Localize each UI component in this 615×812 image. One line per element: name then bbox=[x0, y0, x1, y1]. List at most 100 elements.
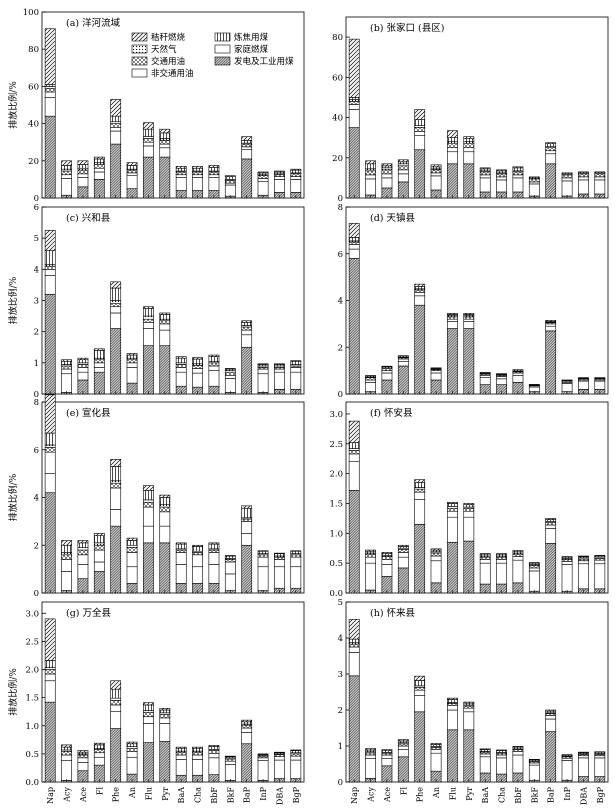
bar-segment bbox=[159, 542, 171, 594]
bar-segment bbox=[365, 178, 376, 196]
bar-Ace bbox=[77, 357, 89, 395]
bar-segment bbox=[143, 542, 154, 594]
bar-segment bbox=[241, 149, 253, 160]
bar-segment bbox=[77, 757, 89, 763]
bar-InP bbox=[257, 363, 269, 395]
bar-segment bbox=[93, 533, 105, 537]
bar-segment bbox=[496, 562, 507, 585]
bar-segment bbox=[208, 750, 220, 754]
bar-segment bbox=[61, 746, 72, 751]
legend-item-home: 家庭燃煤 bbox=[214, 44, 269, 55]
x-tick-label: BaA bbox=[481, 787, 490, 804]
bar-segment bbox=[365, 752, 376, 756]
bar-segment bbox=[224, 760, 236, 765]
bar-BaA bbox=[479, 553, 491, 594]
bar-segment bbox=[561, 177, 573, 182]
bar-segment bbox=[290, 367, 302, 373]
bar-segment bbox=[93, 542, 105, 546]
bar-An bbox=[126, 741, 138, 783]
bar-segment bbox=[290, 169, 302, 174]
bar-segment bbox=[561, 172, 573, 175]
legend-label: 秸秆燃烧 bbox=[151, 32, 186, 43]
bar-segment bbox=[365, 754, 376, 759]
bar-BkF bbox=[528, 759, 540, 783]
bar-segment bbox=[594, 559, 606, 565]
bar-An bbox=[126, 353, 138, 395]
bar-BaP bbox=[241, 505, 253, 594]
bar-segment bbox=[365, 379, 376, 383]
bar-segment bbox=[143, 122, 154, 130]
bar-segment bbox=[241, 727, 253, 733]
bar-DBA bbox=[274, 751, 285, 783]
bar-segment bbox=[143, 138, 154, 143]
bar-DBA bbox=[578, 751, 589, 783]
bar-segment bbox=[545, 522, 557, 526]
y-tick-label: 2 bbox=[34, 541, 39, 551]
legend-label: 非交通用油 bbox=[151, 68, 194, 79]
bar-segment bbox=[430, 552, 442, 557]
bar-BaA bbox=[175, 166, 187, 199]
bar-segment bbox=[61, 174, 72, 179]
bar-segment bbox=[192, 544, 203, 547]
bar-segment bbox=[224, 755, 236, 757]
bar-segment bbox=[257, 554, 269, 558]
x-tick-label: BaA bbox=[177, 787, 186, 804]
bar-segment bbox=[348, 97, 360, 100]
y-tick-label: 1 bbox=[338, 742, 343, 752]
bar-segment bbox=[512, 167, 524, 172]
bar-segment bbox=[512, 177, 524, 193]
bar-segment bbox=[224, 764, 236, 781]
y-tick-label: 2 bbox=[338, 343, 343, 353]
bar-segment bbox=[44, 432, 56, 446]
y-tick-label: 80 bbox=[28, 45, 39, 55]
bar-segment bbox=[93, 561, 105, 572]
bar-BaA bbox=[175, 746, 187, 783]
bar-segment bbox=[77, 367, 89, 373]
bar-BgP bbox=[290, 749, 302, 783]
bar-segment bbox=[274, 170, 285, 173]
x-tick-label: An bbox=[432, 787, 441, 799]
bar-segment bbox=[77, 754, 89, 759]
bar-segment bbox=[208, 167, 220, 172]
bar-segment bbox=[126, 165, 138, 170]
bar-segment bbox=[430, 175, 442, 191]
panel-title: (b) 张家口 (县区) bbox=[370, 22, 444, 34]
bar-segment bbox=[224, 378, 236, 393]
bar-BbF bbox=[208, 542, 220, 594]
bar-InP bbox=[561, 556, 573, 594]
bar-segment bbox=[224, 374, 236, 379]
x-tick-label: BkF bbox=[226, 787, 235, 804]
bar-segment bbox=[447, 507, 458, 512]
bar-segment bbox=[496, 559, 507, 564]
bar-segment bbox=[512, 553, 524, 557]
x-tick-label: Nap bbox=[350, 787, 359, 804]
bar-segment bbox=[274, 363, 285, 365]
bar-segment bbox=[126, 756, 138, 775]
bar-segment bbox=[224, 175, 236, 177]
bar-segment bbox=[348, 38, 360, 98]
bar-BaA bbox=[175, 356, 187, 395]
x-tick-label: BkF bbox=[530, 787, 539, 804]
y-tick-label: 0 bbox=[34, 589, 39, 599]
bar-Cha bbox=[496, 373, 507, 395]
bar-segment bbox=[463, 507, 475, 512]
y-tick-label: 0 bbox=[338, 778, 343, 788]
bar-segment bbox=[257, 753, 269, 755]
bar-segment bbox=[175, 371, 187, 387]
bar-segment bbox=[143, 501, 154, 508]
y-tick-label: 5 bbox=[34, 234, 39, 244]
bar-segment bbox=[143, 485, 154, 491]
bar-segment bbox=[110, 697, 122, 701]
bar-segment bbox=[397, 739, 409, 742]
panel-g: 0.0 0.5 1.0 1.5 2.0 2.5 3.0 Nap Acy Ace Fl Phe An Flu… bbox=[7, 601, 305, 805]
bar-segment bbox=[224, 368, 236, 370]
bar-Nap bbox=[44, 394, 56, 594]
bar-Fl bbox=[397, 355, 409, 395]
bar-segment bbox=[545, 528, 557, 544]
bar-segment bbox=[381, 758, 393, 767]
bar-segment bbox=[348, 104, 360, 110]
bar-BaA bbox=[479, 372, 491, 395]
bar-segment bbox=[578, 171, 589, 174]
bar-segment bbox=[290, 750, 302, 754]
bar-segment bbox=[414, 119, 426, 126]
